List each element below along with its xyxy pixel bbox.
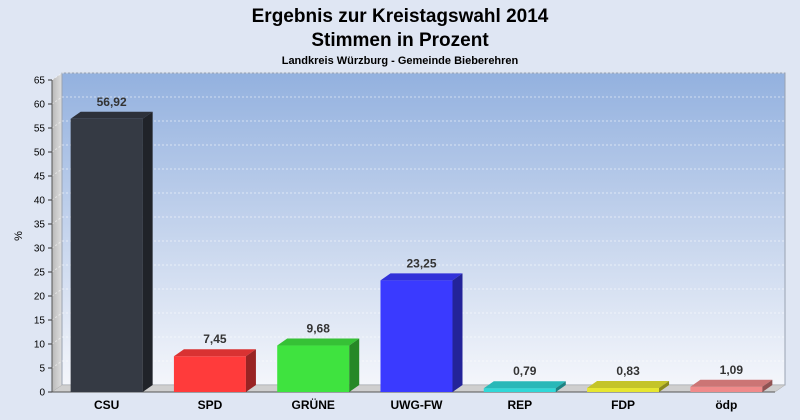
y-tick-label: 0 [39, 388, 45, 399]
bar-front [380, 280, 453, 392]
y-tick-label: 35 [34, 220, 46, 231]
x-tick-label: ödp [715, 398, 737, 412]
bar-front [70, 118, 143, 392]
y-tick-label: 55 [34, 124, 46, 135]
bar-top [173, 349, 256, 357]
y-tick-label: 60 [34, 100, 46, 111]
chart-subtitle: Landkreis Würzburg - Gemeinde Bieberehre… [282, 55, 519, 67]
y-tick-label: 30 [34, 244, 46, 255]
x-tick-label: REP [507, 398, 532, 412]
chart-title: Ergebnis zur Kreistagswahl 2014 [252, 6, 549, 27]
chart-title-line2: Stimmen in Prozent [311, 30, 489, 51]
bar-front [277, 345, 350, 392]
y-tick-label: 45 [34, 172, 46, 183]
x-tick-label: GRÜNE [292, 397, 335, 412]
x-tick-label: FDP [611, 398, 635, 412]
data-label: 0,79 [513, 364, 537, 378]
plot-left-wall [52, 73, 62, 392]
bar-side [452, 273, 463, 392]
y-tick-label: 40 [34, 196, 46, 207]
bar-top [277, 338, 360, 346]
bar-top [483, 381, 566, 389]
y-axis-label: % [13, 231, 25, 241]
bar-side [349, 338, 360, 392]
y-tick-label: 65 [34, 76, 46, 87]
bar-top [70, 111, 153, 119]
bar-1 [173, 349, 256, 392]
data-label: 7,45 [203, 332, 227, 346]
bar-3 [380, 273, 463, 392]
x-tick-label: UWG-FW [391, 398, 444, 412]
data-label: 0,83 [616, 364, 640, 378]
bar-side [659, 381, 670, 392]
bar-6 [690, 379, 773, 392]
bar-5 [587, 381, 670, 392]
bar-side [762, 379, 773, 392]
y-tick-label: 15 [34, 316, 46, 327]
y-tick-label: 20 [34, 292, 46, 303]
bar-front [587, 388, 660, 392]
bar-front [173, 356, 246, 392]
bar-0 [70, 111, 153, 392]
bar-top [380, 273, 463, 281]
bar-top [587, 381, 670, 389]
bar-4 [483, 381, 566, 392]
bar-side [142, 111, 153, 392]
y-tick-label: 25 [34, 268, 46, 279]
bar-top [690, 379, 773, 387]
y-tick-label: 50 [34, 148, 46, 159]
data-label: 23,25 [406, 256, 436, 270]
x-tick-label: SPD [198, 398, 223, 412]
y-tick-label: 5 [39, 364, 45, 375]
data-label: 9,68 [307, 322, 331, 336]
x-tick-label: CSU [94, 398, 119, 412]
data-label: 1,09 [720, 363, 744, 377]
bar-front [690, 386, 763, 392]
y-tick-label: 10 [34, 340, 46, 351]
data-label: 56,92 [97, 95, 127, 109]
bar-front [483, 388, 556, 392]
bar-side [555, 381, 566, 392]
bar-side [245, 349, 256, 392]
bar-2 [277, 338, 360, 392]
